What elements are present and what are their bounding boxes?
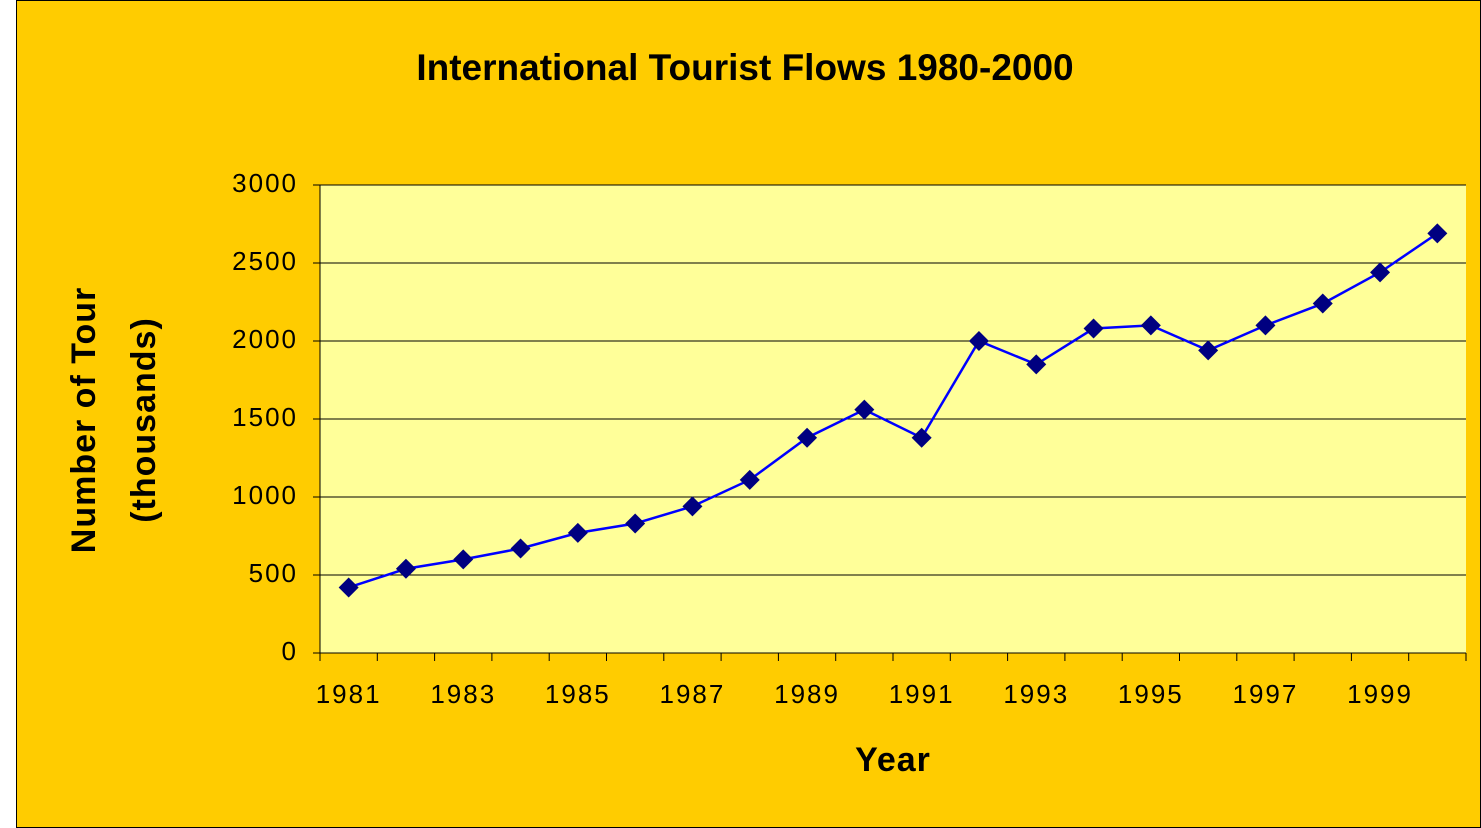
x-tick-label: 1993: [1003, 679, 1069, 709]
y-tick-label: 0: [282, 636, 298, 666]
x-tick-label: 1985: [545, 679, 611, 709]
x-tick-label: 1999: [1347, 679, 1413, 709]
data-point: [1427, 223, 1448, 244]
x-axis-title: Year: [855, 741, 931, 779]
x-tick-label: 1983: [430, 679, 496, 709]
data-point: [797, 427, 818, 448]
y-tick-label: 2000: [232, 324, 298, 354]
x-tick-label: 1981: [316, 679, 382, 709]
y-tick-label: 1500: [232, 402, 298, 432]
x-tick-label: 1987: [660, 679, 726, 709]
data-point: [911, 427, 932, 448]
y-tick-label: 1000: [232, 480, 298, 510]
data-point: [682, 496, 703, 517]
data-point: [1026, 354, 1047, 375]
data-point: [1255, 315, 1276, 336]
y-tick-label: 2500: [232, 246, 298, 276]
y-axis-title: Number of Tour: [65, 287, 103, 553]
data-point: [1370, 262, 1391, 283]
x-tick-label: 1991: [889, 679, 955, 709]
data-point: [739, 469, 760, 490]
data-point: [1312, 293, 1333, 314]
x-tick-label: 1995: [1118, 679, 1184, 709]
data-point: [854, 399, 875, 420]
x-tick-label: 1997: [1233, 679, 1299, 709]
line-series: [348, 232, 1439, 589]
data-point: [510, 538, 531, 559]
data-point: [625, 513, 646, 534]
data-point: [453, 549, 474, 570]
data-point: [968, 331, 989, 351]
y-tick-label: 500: [249, 558, 298, 588]
data-point: [338, 577, 359, 598]
data-point: [395, 558, 416, 579]
data-point: [1083, 318, 1104, 339]
y-tick-label: 3000: [232, 168, 298, 198]
chart-title: International Tourist Flows 1980-2000: [416, 47, 1073, 88]
data-point: [1198, 340, 1219, 361]
data-point: [1140, 315, 1161, 336]
y-axis-title: (thousands): [125, 317, 163, 523]
data-point: [567, 522, 588, 543]
x-tick-label: 1989: [774, 679, 840, 709]
